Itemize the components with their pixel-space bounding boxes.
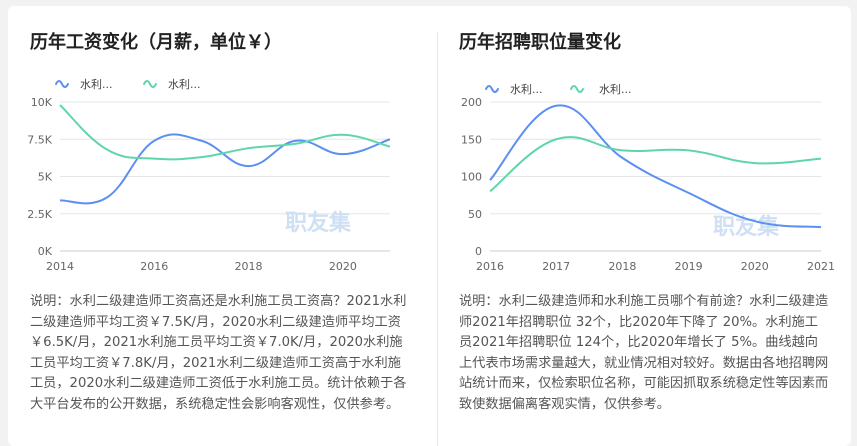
y-tick-label: 2.5K bbox=[27, 208, 52, 221]
y-tick-label: 0 bbox=[475, 245, 482, 258]
y-tick-label: 150 bbox=[461, 133, 482, 146]
y-tick-label: 10K bbox=[31, 96, 53, 109]
y-tick-label: 50 bbox=[468, 208, 482, 221]
legend-label-2: 水利... bbox=[599, 83, 632, 96]
content-card: 历年工资变化（月薪，单位￥） 0K 2.5K 5K 7.5K 10K 2014 2016 20… bbox=[8, 6, 851, 446]
legend-label-1: 水利... bbox=[80, 78, 113, 91]
salary-chart: 0K 2.5K 5K 7.5K 10K 2014 2016 2018 2020 职友集 水利... 水… bbox=[27, 78, 391, 273]
salary-chart-title: 历年工资变化（月薪，单位￥） bbox=[30, 32, 282, 53]
x-tick-label: 2020 bbox=[741, 260, 769, 273]
x-tick-label: 2016 bbox=[476, 260, 504, 273]
series-line-2 bbox=[59, 104, 391, 161]
salary-description: 说明：水利二级建造师工资高还是水利施工员工资高？2021水利二级建造师平均工资￥… bbox=[30, 294, 407, 412]
x-tick-label: 2017 bbox=[542, 260, 570, 273]
panel-divider bbox=[437, 32, 438, 446]
y-tick-label: 7.5K bbox=[27, 133, 52, 146]
series-line-1 bbox=[489, 104, 822, 229]
jobs-description: 说明：水利二级建造师和水利施工员哪个有前途？水利二级建造师2021年招聘职位 3… bbox=[459, 294, 829, 412]
y-tick-label: 100 bbox=[461, 171, 482, 184]
y-tick-label: 5K bbox=[38, 171, 53, 184]
legend-icon-1 bbox=[485, 85, 499, 93]
x-tick-label: 2014 bbox=[46, 260, 74, 273]
legend-icon-1 bbox=[55, 80, 69, 88]
x-tick-label: 2019 bbox=[675, 260, 703, 273]
x-tick-label: 2020 bbox=[329, 260, 357, 273]
watermark-text: 职友集 bbox=[285, 210, 352, 236]
x-tick-label: 2016 bbox=[140, 260, 168, 273]
legend-label-1: 水利... bbox=[510, 83, 543, 96]
series-line-1 bbox=[59, 133, 391, 205]
y-tick-label: 0K bbox=[38, 245, 53, 258]
legend-icon-2 bbox=[570, 85, 584, 93]
legend-label-2: 水利... bbox=[168, 78, 201, 91]
x-tick-label: 2021 bbox=[807, 260, 835, 273]
series-line-2 bbox=[489, 136, 822, 193]
legend-icon-2 bbox=[143, 80, 157, 88]
x-tick-label: 2018 bbox=[608, 260, 636, 273]
y-tick-label: 200 bbox=[461, 96, 482, 109]
x-tick-label: 2018 bbox=[235, 260, 263, 273]
jobs-chart-title: 历年招聘职位量变化 bbox=[459, 32, 621, 53]
